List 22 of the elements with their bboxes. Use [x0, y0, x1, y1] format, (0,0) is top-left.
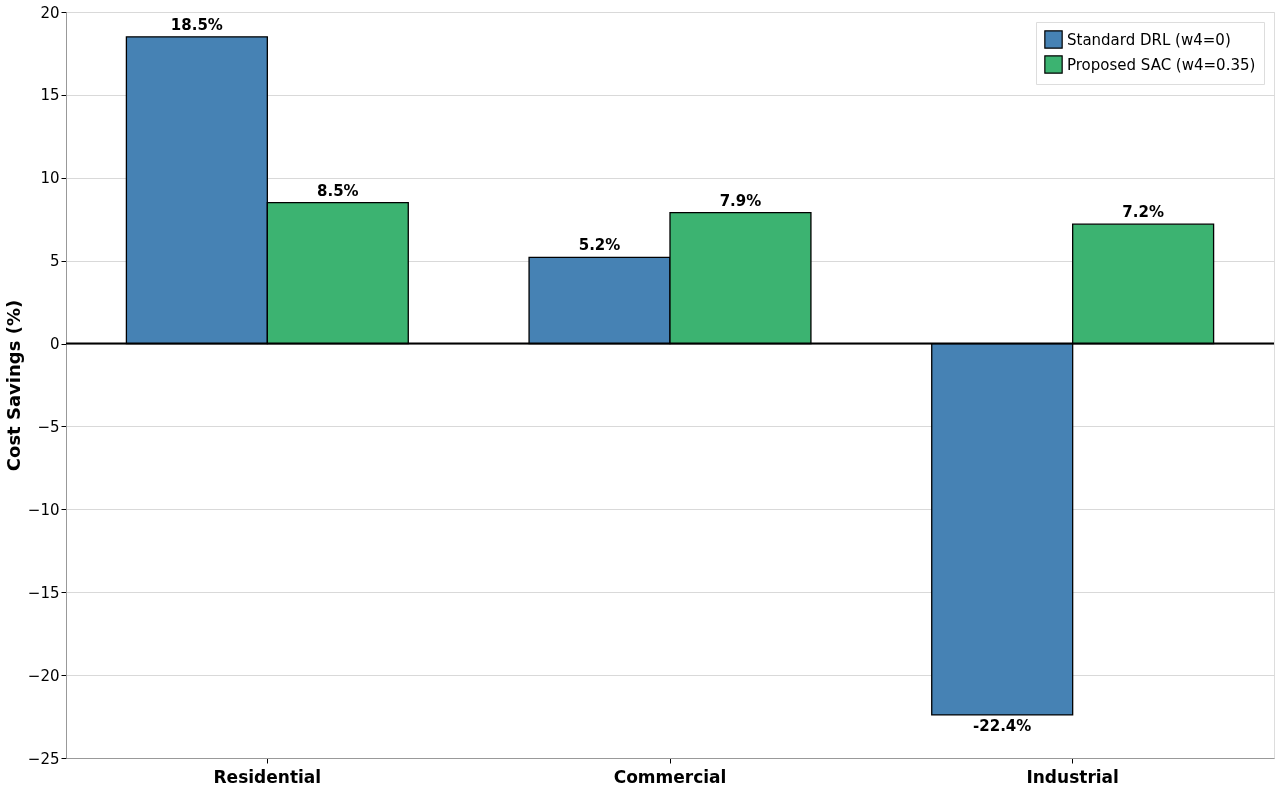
y-tick-label: 0 — [49, 335, 60, 354]
data-label: 5.2% — [578, 236, 621, 255]
y-tick-label: 15 — [40, 86, 60, 105]
y-tick-label: −10 — [27, 500, 60, 519]
y-tick-label: −15 — [27, 583, 60, 602]
legend-label: Proposed SAC (w4=0.35) — [1067, 55, 1256, 74]
data-label: 8.5% — [317, 181, 359, 200]
y-tick-label: 20 — [40, 3, 60, 22]
y-tick-label: −5 — [37, 417, 60, 436]
data-label: 18.5% — [170, 15, 223, 34]
data-label: 7.9% — [719, 191, 762, 210]
y-tick-label: −25 — [27, 749, 60, 768]
y-axis-title: Cost Savings (%) — [2, 299, 24, 472]
x-tick-label: Industrial — [1026, 766, 1119, 787]
x-tick-label: Commercial — [613, 766, 727, 787]
y-tick-label: 10 — [40, 169, 60, 188]
y-tick-label: 5 — [49, 252, 60, 271]
data-label: -22.4% — [973, 716, 1032, 735]
data-label: 7.2% — [1122, 203, 1164, 222]
legend-label: Standard DRL (w4=0) — [1067, 30, 1231, 49]
x-tick-label: Residential — [213, 766, 322, 787]
y-tick-label: −20 — [27, 666, 60, 685]
